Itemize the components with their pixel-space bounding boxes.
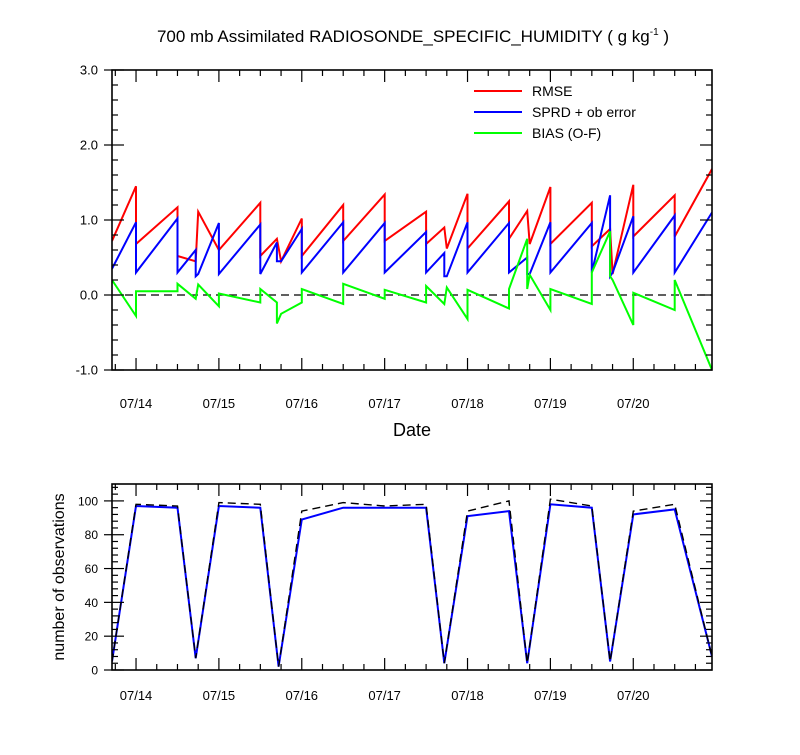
x-tick-label: 07/20 [617, 396, 650, 411]
top-y-ticks [104, 69, 712, 371]
x-tick-label: 07/18 [451, 688, 484, 703]
x-tick-label: 07/16 [286, 688, 319, 703]
bottom-x-ticks [114, 484, 697, 670]
bottom-plot-frame [111, 483, 713, 671]
y-tick-label: -1.0 [76, 363, 98, 378]
y-tick-label: 0 [91, 664, 98, 678]
y-tick-label: 60 [85, 562, 99, 576]
y-tick-label: 2.0 [80, 138, 98, 153]
y-tick-label: 20 [85, 630, 99, 644]
x-tick-label: 07/14 [120, 688, 153, 703]
legend-label: BIAS (O-F) [532, 125, 601, 141]
y-tick-label: 3.0 [80, 63, 98, 78]
chart-title: 700 mb Assimilated RADIOSONDE_SPECIFIC_H… [157, 27, 669, 46]
x-tick-label: 07/20 [617, 688, 650, 703]
y-tick-label: 1.0 [80, 213, 98, 228]
top-x-ticks [114, 70, 697, 370]
x-tick-label: 07/19 [534, 396, 567, 411]
y-axis-label: number of observations [51, 493, 68, 660]
top-series-line-bias-o-f [112, 230, 712, 371]
x-tick-label: 07/15 [203, 688, 236, 703]
x-tick-label: 07/17 [368, 688, 401, 703]
title-end: ) [659, 27, 669, 46]
y-tick-label: 40 [85, 596, 99, 610]
top-panel: 700 mb Assimilated RADIOSONDE_SPECIFIC_H… [76, 27, 713, 440]
top-series-group [112, 168, 712, 371]
bottom-y-ticks [104, 486, 712, 671]
x-tick-label: 07/18 [451, 396, 484, 411]
x-tick-label: 07/16 [286, 396, 319, 411]
legend-label: SPRD + ob error [532, 104, 636, 120]
x-tick-label: 07/17 [368, 396, 401, 411]
legend: RMSE SPRD + ob error BIAS (O-F) [474, 83, 636, 141]
y-tick-label: 100 [78, 494, 98, 508]
x-tick-label: 07/19 [534, 688, 567, 703]
bottom-series-line-assimilated [112, 503, 712, 667]
x-axis-label: Date [393, 420, 431, 440]
x-tick-label: 07/14 [120, 396, 153, 411]
bottom-series-group [112, 498, 712, 667]
x-tick-label: 07/15 [203, 396, 236, 411]
top-series-line-rmse [112, 168, 712, 275]
top-series-line-sprd-ob-error [112, 195, 712, 280]
title-superscript: -1 [650, 27, 659, 38]
legend-label: RMSE [532, 83, 572, 99]
title-main: 700 mb Assimilated RADIOSONDE_SPECIFIC_H… [157, 27, 650, 46]
bottom-panel: number of observations 07/14 07/15 07/16 07… [51, 483, 713, 703]
bottom-series-line-total [112, 498, 712, 667]
y-tick-label: 80 [85, 528, 99, 542]
y-tick-label: 0.0 [80, 288, 98, 303]
